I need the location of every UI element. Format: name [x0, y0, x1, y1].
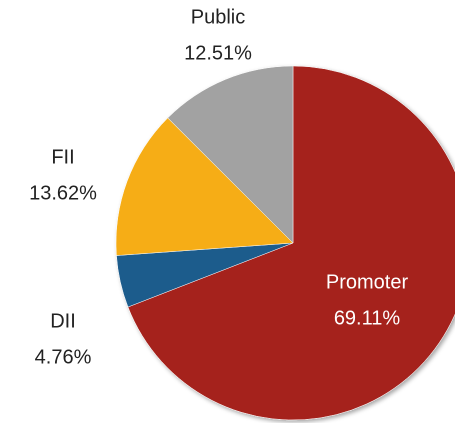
slice-value-label: 13.62%	[29, 182, 97, 204]
slice-category-label: FII	[51, 146, 74, 168]
pie	[115, 65, 455, 421]
slice-category-label: DII	[50, 310, 76, 332]
pie-slice	[115, 117, 294, 256]
pie-slice	[127, 65, 455, 421]
slice-value-label: 12.51%	[184, 42, 252, 64]
slice-value-label: 69.11%	[334, 307, 401, 329]
pie-slice	[167, 65, 294, 244]
slice-category-label: Public	[191, 6, 245, 28]
slice-category-label: Promoter	[326, 271, 409, 293]
slice-value-label: 4.76%	[35, 346, 92, 368]
